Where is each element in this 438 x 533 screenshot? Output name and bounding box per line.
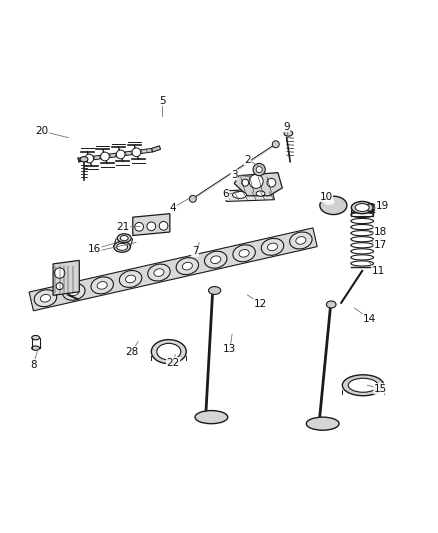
Ellipse shape — [69, 288, 79, 296]
Text: 18: 18 — [374, 227, 387, 237]
Circle shape — [267, 179, 276, 187]
Text: 15: 15 — [374, 384, 387, 394]
Ellipse shape — [120, 236, 128, 241]
Ellipse shape — [126, 275, 136, 283]
Ellipse shape — [256, 191, 265, 196]
Text: 10: 10 — [319, 192, 332, 201]
Ellipse shape — [233, 245, 255, 262]
Ellipse shape — [320, 196, 347, 215]
Text: 17: 17 — [374, 240, 387, 249]
Ellipse shape — [32, 346, 39, 350]
Text: 21: 21 — [117, 222, 130, 232]
Ellipse shape — [343, 375, 384, 395]
Ellipse shape — [351, 237, 374, 242]
Ellipse shape — [80, 157, 88, 162]
Circle shape — [256, 166, 262, 173]
Text: 22: 22 — [166, 358, 180, 368]
Circle shape — [132, 148, 141, 157]
Text: 2: 2 — [244, 155, 251, 165]
Circle shape — [253, 164, 265, 176]
Polygon shape — [133, 214, 170, 236]
Ellipse shape — [176, 257, 198, 274]
Ellipse shape — [151, 340, 186, 364]
Ellipse shape — [306, 417, 339, 430]
Ellipse shape — [120, 270, 142, 287]
Ellipse shape — [148, 264, 170, 281]
Text: 1: 1 — [93, 246, 100, 256]
Text: 12: 12 — [254, 298, 267, 309]
Ellipse shape — [114, 241, 131, 252]
Text: 4: 4 — [170, 203, 177, 213]
Text: 9: 9 — [283, 122, 290, 132]
Polygon shape — [223, 188, 275, 201]
Ellipse shape — [205, 251, 227, 268]
Ellipse shape — [351, 224, 374, 230]
Ellipse shape — [284, 131, 293, 136]
Ellipse shape — [355, 204, 369, 212]
Circle shape — [159, 222, 168, 230]
Polygon shape — [234, 173, 283, 196]
Circle shape — [56, 282, 63, 289]
Ellipse shape — [233, 191, 247, 198]
Ellipse shape — [290, 232, 312, 249]
Ellipse shape — [63, 284, 85, 300]
Ellipse shape — [97, 281, 107, 289]
Text: 5: 5 — [159, 95, 166, 106]
Circle shape — [135, 222, 144, 231]
Ellipse shape — [154, 269, 164, 276]
Ellipse shape — [91, 277, 113, 294]
Ellipse shape — [182, 262, 192, 270]
Text: 7: 7 — [192, 246, 198, 256]
Ellipse shape — [40, 294, 50, 302]
Ellipse shape — [261, 238, 284, 255]
Ellipse shape — [211, 256, 221, 263]
Ellipse shape — [351, 249, 374, 254]
Circle shape — [249, 174, 263, 188]
Text: 8: 8 — [30, 360, 37, 370]
Text: 11: 11 — [372, 266, 385, 276]
Ellipse shape — [351, 212, 374, 217]
Ellipse shape — [117, 234, 131, 243]
Ellipse shape — [157, 343, 181, 360]
Text: 14: 14 — [363, 314, 376, 324]
Ellipse shape — [117, 244, 127, 251]
Ellipse shape — [348, 378, 378, 392]
Polygon shape — [78, 148, 152, 161]
Polygon shape — [152, 146, 160, 152]
Ellipse shape — [239, 249, 249, 257]
Text: 3: 3 — [231, 170, 237, 180]
Circle shape — [147, 222, 155, 231]
Circle shape — [189, 195, 196, 203]
Ellipse shape — [351, 219, 374, 224]
Circle shape — [85, 154, 94, 163]
Polygon shape — [53, 261, 79, 295]
Ellipse shape — [326, 301, 336, 308]
Ellipse shape — [268, 243, 278, 251]
Text: 19: 19 — [376, 201, 389, 211]
Ellipse shape — [324, 198, 335, 205]
Ellipse shape — [195, 410, 228, 424]
Text: 6: 6 — [222, 189, 229, 199]
Circle shape — [54, 268, 65, 278]
Circle shape — [242, 179, 249, 186]
Circle shape — [101, 152, 110, 161]
Ellipse shape — [32, 335, 39, 340]
Ellipse shape — [208, 287, 221, 294]
Ellipse shape — [351, 231, 374, 236]
Ellipse shape — [351, 255, 374, 260]
Text: 13: 13 — [223, 344, 237, 354]
Text: 16: 16 — [88, 244, 101, 254]
Ellipse shape — [34, 290, 57, 306]
Circle shape — [272, 141, 279, 148]
Ellipse shape — [367, 205, 375, 211]
Circle shape — [117, 150, 125, 159]
Ellipse shape — [296, 237, 306, 244]
Ellipse shape — [351, 261, 374, 266]
Ellipse shape — [351, 201, 373, 214]
Text: 28: 28 — [125, 346, 138, 357]
Text: 20: 20 — [35, 126, 49, 136]
Polygon shape — [29, 228, 317, 311]
Ellipse shape — [351, 243, 374, 248]
